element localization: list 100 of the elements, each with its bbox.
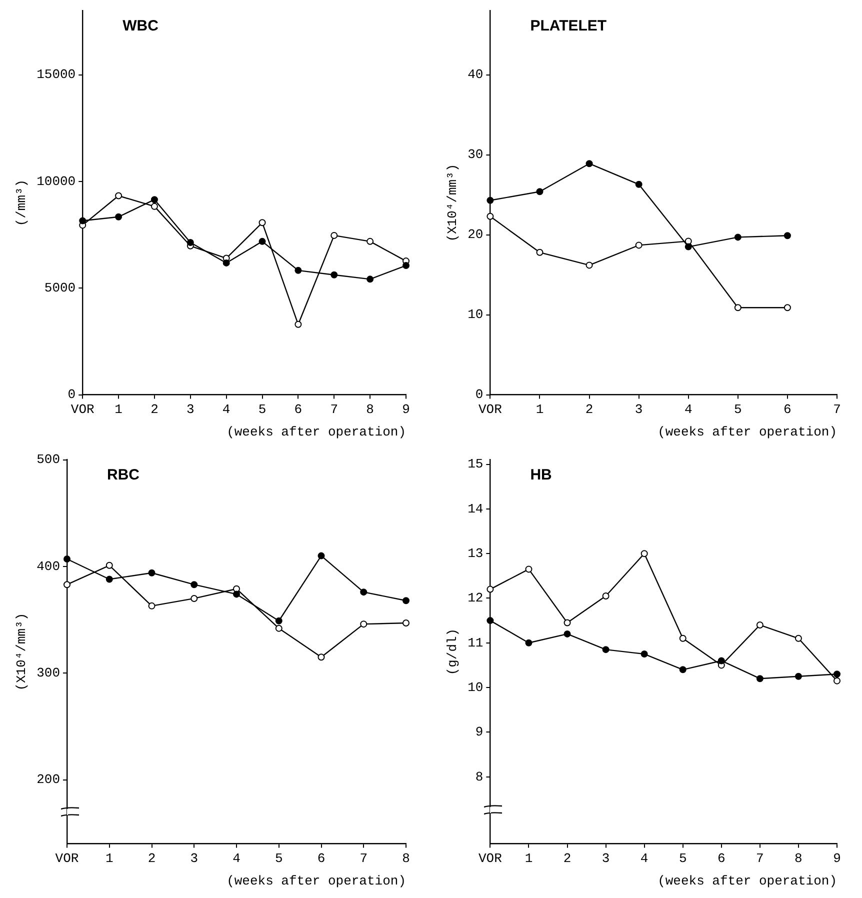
point	[486, 617, 494, 624]
y-tick-label: 0	[68, 387, 76, 402]
y-tick-label: 200	[36, 772, 60, 788]
point	[64, 581, 71, 588]
y-tick-label: 5000	[44, 280, 76, 296]
x-tick-label: 2	[585, 402, 594, 418]
point	[148, 569, 156, 576]
x-tick-label: 2	[563, 851, 572, 866]
x-tick-label: 8	[794, 851, 802, 866]
x-tick-label: 1	[536, 402, 544, 418]
x-tick-label: VOR	[70, 402, 95, 418]
x-tick-label: 3	[602, 851, 610, 866]
y-tick-label: 40	[468, 67, 484, 82]
point	[756, 622, 764, 629]
x-tick-label: 7	[330, 402, 338, 418]
x-tick-label: 1	[524, 851, 533, 866]
point	[834, 677, 840, 684]
x-tick-label: 9	[833, 851, 841, 866]
point	[586, 262, 593, 269]
x-tick-label: 2	[150, 402, 158, 418]
point	[486, 196, 494, 204]
point	[734, 304, 742, 312]
point	[402, 597, 410, 604]
point	[115, 192, 122, 200]
x-tick-label: 1	[114, 402, 123, 418]
y-tick-label: 30	[468, 147, 484, 162]
y-axis-title: (g/dl)	[445, 628, 460, 676]
point	[360, 620, 368, 628]
x-tick-label: 5	[274, 851, 283, 866]
x-tick-label: 6	[294, 402, 302, 418]
y-tick-label: 14	[468, 501, 484, 516]
x-axis-title: (weeks after operation)	[226, 424, 406, 440]
text: HB	[530, 466, 552, 484]
x-tick-label: 1	[105, 851, 114, 866]
y-tick-label: 9	[475, 724, 484, 740]
x-tick-label: 8	[402, 851, 410, 866]
x-tick-label: 3	[186, 402, 194, 418]
point	[635, 180, 642, 188]
x-tick-label: 2	[148, 851, 156, 866]
y-axis-title: (X10⁴/mm³)	[14, 612, 30, 691]
point	[635, 242, 642, 249]
point	[190, 594, 198, 602]
point	[258, 238, 266, 245]
y-tick-label: 11	[468, 635, 484, 650]
point	[294, 266, 302, 274]
y-tick-label: 12	[468, 590, 484, 606]
y-tick-label: 8	[475, 769, 484, 784]
x-tick-label: 9	[402, 402, 410, 418]
x-tick-label: 8	[366, 402, 374, 418]
x-tick-label: 4	[232, 851, 241, 866]
y-tick-label: 500	[36, 452, 60, 468]
point	[150, 196, 158, 204]
point	[294, 320, 302, 328]
point	[486, 586, 494, 593]
point	[536, 188, 544, 196]
point	[115, 213, 122, 220]
point	[536, 248, 544, 256]
point	[684, 243, 692, 250]
point	[186, 238, 194, 246]
y-tick-label: 10	[468, 680, 484, 695]
y-tick-label: 20	[468, 227, 484, 242]
point	[360, 588, 368, 596]
x-tick-label: 4	[640, 851, 648, 866]
point	[794, 672, 802, 680]
point	[402, 262, 410, 270]
point	[150, 202, 158, 210]
point	[602, 646, 610, 654]
point	[79, 217, 86, 224]
point	[106, 562, 113, 569]
point	[640, 550, 648, 558]
point	[318, 552, 325, 560]
x-tick-label: 5	[678, 851, 687, 866]
point	[486, 212, 494, 220]
x-tick-label: 7	[833, 402, 841, 418]
y-tick-label: 400	[36, 558, 60, 574]
x-tick-label: 5	[734, 402, 742, 418]
point	[258, 219, 266, 226]
x-tick-label: 7	[756, 851, 764, 866]
text: RBC	[107, 466, 140, 484]
y-axis-title: (X10⁴/mm³)	[445, 164, 460, 242]
point	[564, 619, 571, 626]
point	[275, 617, 282, 624]
point	[222, 259, 230, 266]
point	[756, 675, 764, 682]
x-tick-label: VOR	[478, 851, 502, 866]
point	[679, 634, 686, 642]
y-tick-label: 0	[475, 387, 484, 402]
point	[734, 234, 742, 241]
point	[318, 654, 325, 661]
point	[106, 576, 113, 583]
y-tick-label: 15	[468, 456, 484, 472]
point	[602, 592, 610, 600]
y-tick-label: 10	[468, 307, 484, 322]
x-tick-label: 6	[317, 851, 326, 866]
point	[525, 566, 532, 573]
y-tick-label: 10000	[36, 174, 76, 189]
point	[640, 650, 648, 658]
x-axis-title: (weeks after operation)	[226, 874, 406, 889]
y-axis-title: (/mm³)	[14, 179, 30, 226]
point	[679, 666, 686, 674]
